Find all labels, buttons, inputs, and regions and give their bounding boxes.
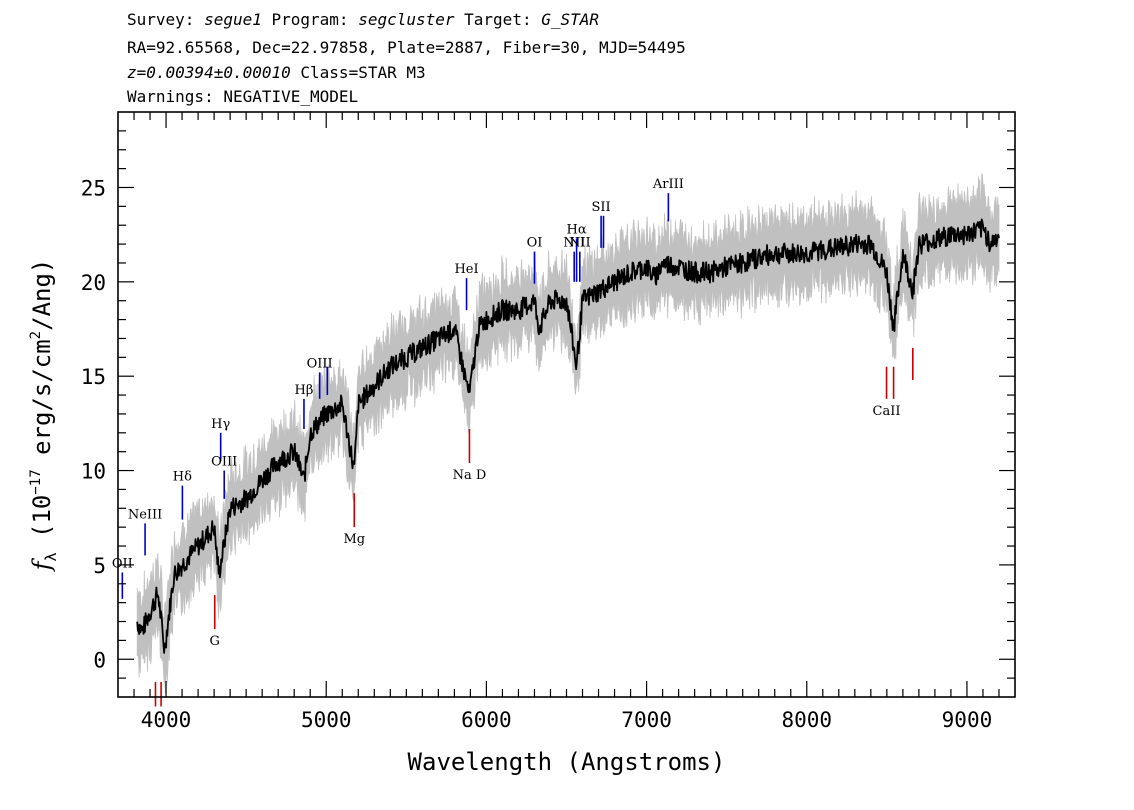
emission-line-label: OIII [211,455,237,470]
absorption-line-label: G [210,634,220,649]
emission-line-label: Hβ [295,383,314,398]
y-title-exp: −17 [28,469,44,494]
y-title-close: /Ang) [28,259,56,331]
x-tick-label: 4000 [141,708,192,732]
survey-label: Survey: [127,10,205,29]
y-tick-label: 25 [81,176,106,200]
y-axis-title: fλ (10−17 erg/s/cm2/Ang) [28,259,60,573]
emission-line-label: NII [569,236,591,251]
emission-line-label: ArIII [652,177,684,192]
target-value: G_STAR [541,10,600,29]
emission-line-label: OII [112,556,133,571]
x-axis-title: Wavelength (Angstroms) [408,748,726,776]
y-title-open: (10 [28,495,56,553]
emission-line-label: NII [563,236,585,251]
header-line-survey: Survey: segue1 Program: segcluster Targe… [127,10,599,30]
x-tick-labels: 4000 5000 6000 7000 8000 9000 [141,708,992,732]
x-tick-label: 5000 [301,708,352,732]
header-line-redshift: z=0.00394±0.00010 Class=STAR M3 [127,63,426,83]
class-value: Class=STAR M3 [290,63,426,82]
emission-line-label: OIII [307,356,333,371]
y-tick-labels: 0 5 10 15 20 25 [81,176,106,672]
emission-line-label: SII [592,200,611,215]
y-tick-label: 10 [81,460,106,484]
survey-value: segue1 [204,10,262,29]
header-line-warnings: Warnings: NEGATIVE_MODEL [127,87,359,106]
absorption-line-label: Mg [343,532,365,547]
x-tick-label: 8000 [781,708,832,732]
x-tick-label: 7000 [621,708,672,732]
emission-line-label: Hδ [173,470,192,485]
program-value: segcluster [358,10,455,29]
y-title-sub: λ [42,552,60,561]
y-tick-label: 20 [81,271,106,295]
target-label: Target: [454,10,542,29]
y-tick-label: 5 [93,554,106,578]
x-tick-label: 9000 [942,708,993,732]
redshift-value: z=0.00394±0.00010 [127,63,291,82]
y-tick-label: 15 [81,365,106,389]
x-tick-label: 6000 [461,708,512,732]
absorption-line-label: CaII [873,404,901,419]
emission-line-label: HeI [454,262,478,277]
flux-series [136,218,1000,654]
header-line-coordinates: RA=92.65568, Dec=22.97858, Plate=2887, F… [127,38,686,57]
y-tick-label: 0 [93,648,106,672]
axis-ticks [118,112,1015,697]
flux-line [136,218,1000,654]
absorption-line-label: Na D [453,468,487,483]
emission-line-label: Hγ [211,417,230,432]
emission-line-label: Hα [567,222,587,237]
program-label: Program: [261,10,359,29]
emission-line-label: NeIII [128,507,162,522]
y-title-sq: 2 [28,331,44,339]
emission-line-label: OI [527,236,543,251]
y-title-mid: erg/s/cm [28,339,56,469]
